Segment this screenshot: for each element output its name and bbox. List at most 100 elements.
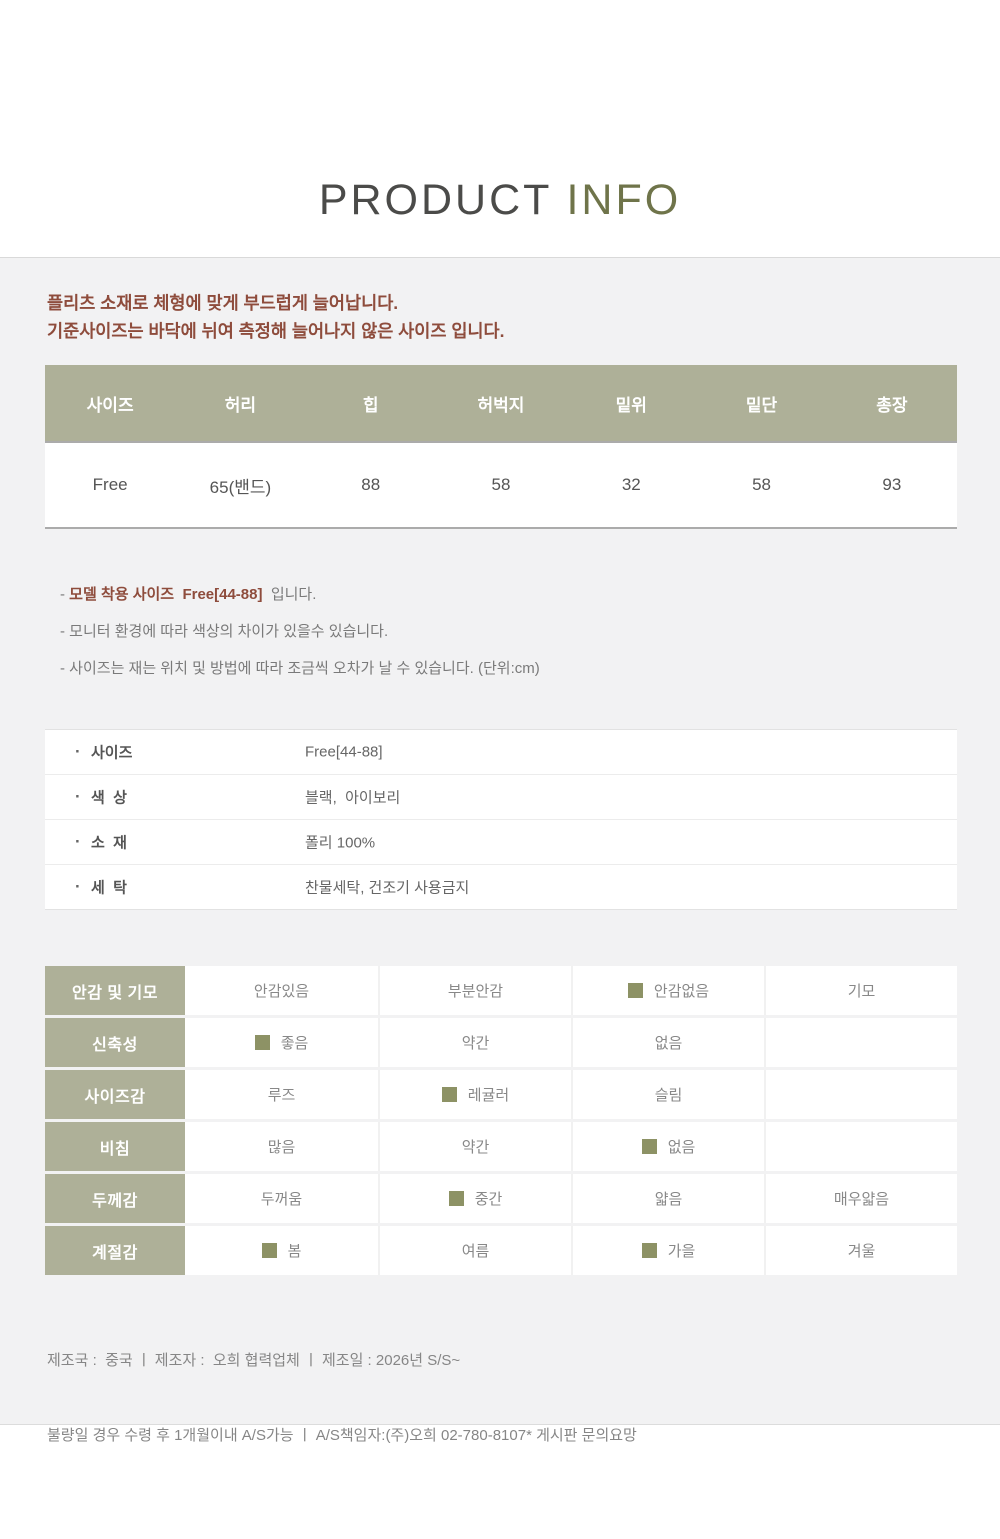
feature-option-label: 매우얇음: [833, 1191, 890, 1208]
feature-row-season: 계절감 봄 여름 가을 겨울: [45, 1226, 957, 1275]
feature-option: 봄: [185, 1226, 378, 1275]
info-panel: 플리츠 소재로 체형에 맞게 부드럽게 늘어납니다. 기준사이즈는 바닥에 뉘여…: [0, 257, 1000, 1444]
feature-option-label: 얇음: [654, 1191, 683, 1208]
page-title-product: PRODUCT: [318, 176, 553, 224]
selected-marker-icon: [448, 1191, 464, 1206]
bullet-icon: ·: [75, 742, 81, 761]
feature-option: 여름: [378, 1226, 571, 1275]
bullet-icon: ·: [75, 832, 81, 851]
detail-row-color: · 색 상 블랙, 아이보리: [45, 775, 957, 820]
size-value-waist: 65(밴드): [209, 477, 272, 497]
note-model-size-tail: 입니다.: [262, 586, 317, 603]
feature-option: 매우얇음: [764, 1174, 957, 1223]
size-header-length: 총장: [876, 395, 908, 415]
manufacturer-info: 제조국 : 중국 ㅣ 제조자 : 오희 협력업체 ㅣ 제조일 : 2026년 S…: [47, 1298, 637, 1498]
detail-label-color: 색 상: [91, 789, 127, 807]
feature-option: 중간: [378, 1174, 571, 1223]
size-table-header: 사이즈 허리 힙 허벅지 밑위 밑단 총장: [45, 365, 957, 443]
feature-option: 슬림: [571, 1070, 764, 1119]
feature-option-label: 기모: [847, 983, 876, 1000]
feature-option-label: 두꺼움: [260, 1191, 303, 1208]
selected-marker-icon: [641, 1139, 657, 1154]
detail-row-size: · 사이즈 Free[44-88]: [45, 730, 957, 775]
size-table-row: Free 65(밴드) 88 58 32 58 93: [45, 443, 957, 529]
feature-label-thickness: 두께감: [45, 1174, 185, 1223]
feature-row-stretch: 신축성 좋음 약간 없음: [45, 1018, 957, 1067]
feature-option: 많음: [185, 1122, 378, 1171]
feature-row-thickness: 두께감 두꺼움 중간 얇음 매우얇음: [45, 1174, 957, 1223]
feature-option-label: 약간: [461, 1035, 490, 1052]
feature-option: 가을: [571, 1226, 764, 1275]
feature-matrix: 안감 및 기모 안감있음 부분안감 안감없음 기모 신축성 좋음 약간 없음 사…: [45, 966, 957, 1275]
size-value-length: 93: [882, 475, 902, 494]
feature-option-label: 슬림: [654, 1087, 683, 1104]
detail-label-size: 사이즈: [91, 744, 133, 762]
detail-row-wash: · 세 탁 찬물세탁, 건조기 사용금지: [45, 865, 957, 910]
feature-label-sheer: 비침: [45, 1122, 185, 1171]
feature-option: 없음: [571, 1018, 764, 1067]
feature-option: [764, 1122, 957, 1171]
selected-marker-icon: [627, 983, 643, 998]
size-value-hem: 58: [752, 475, 772, 494]
detail-value-size: Free[44-88]: [305, 743, 383, 761]
feature-option-label: 가을: [667, 1243, 696, 1260]
feature-option: [764, 1070, 957, 1119]
size-table: 사이즈 허리 힙 허벅지 밑위 밑단 총장 Free 65(밴드) 88 58 …: [45, 365, 957, 529]
detail-value-color: 블랙, 아이보리: [305, 789, 401, 807]
feature-option-label: 없음: [654, 1035, 683, 1052]
size-header-size: 사이즈: [86, 395, 134, 415]
detail-value-wash: 찬물세탁, 건조기 사용금지: [305, 879, 470, 897]
feature-option-label: 루즈: [267, 1087, 296, 1104]
bullet-icon: ·: [75, 877, 81, 896]
feature-row-sheer: 비침 많음 약간 없음: [45, 1122, 957, 1171]
feature-option-label: 레귤러: [467, 1087, 510, 1104]
feature-label-fit: 사이즈감: [45, 1070, 185, 1119]
feature-option-label: 약간: [461, 1139, 490, 1156]
feature-option: 얇음: [571, 1174, 764, 1223]
feature-option: 루즈: [185, 1070, 378, 1119]
feature-option-label: 겨울: [847, 1243, 876, 1260]
feature-option-label: 좋음: [280, 1035, 309, 1052]
page-title: PRODUCT INFO: [0, 176, 1000, 225]
feature-option: 기모: [764, 966, 957, 1015]
feature-option: 안감있음: [185, 966, 378, 1015]
note-model-size-highlight: 모델 착용 사이즈 Free[44-88]: [69, 586, 263, 603]
size-value-size: Free: [92, 475, 128, 494]
feature-label-lining: 안감 및 기모: [45, 966, 185, 1015]
detail-value-material: 폴리 100%: [305, 834, 376, 852]
page-title-info: INFO: [566, 176, 682, 224]
feature-row-lining: 안감 및 기모 안감있음 부분안감 안감없음 기모: [45, 966, 957, 1015]
feature-option: [764, 1018, 957, 1067]
details-table: · 사이즈 Free[44-88] · 색 상 블랙, 아이보리 · 소 재 폴…: [45, 729, 957, 910]
feature-option-label: 안감있음: [253, 983, 310, 1000]
selected-marker-icon: [641, 1243, 657, 1258]
feature-label-season: 계절감: [45, 1226, 185, 1275]
note-dash: -: [60, 586, 70, 603]
feature-row-fit: 사이즈감 루즈 레귤러 슬림: [45, 1070, 957, 1119]
detail-label-material: 소 재: [91, 834, 127, 852]
feature-option: 두꺼움: [185, 1174, 378, 1223]
size-value-thigh: 58: [491, 475, 511, 494]
intro-text: 플리츠 소재로 체형에 맞게 부드럽게 늘어납니다. 기준사이즈는 바닥에 뉘여…: [47, 289, 505, 345]
detail-label-wash: 세 탁: [91, 879, 127, 897]
note-measure: - 사이즈는 재는 위치 및 방법에 따라 조금씩 오차가 날 수 있습니다. …: [60, 660, 540, 677]
feature-label-stretch: 신축성: [45, 1018, 185, 1067]
intro-line-1: 플리츠 소재로 체형에 맞게 부드럽게 늘어납니다.: [47, 293, 399, 313]
feature-option: 부분안감: [378, 966, 571, 1015]
feature-option: 겨울: [764, 1226, 957, 1275]
feature-option: 약간: [378, 1122, 571, 1171]
notes-list: - 모델 착용 사이즈 Free[44-88] 입니다. - 모니터 환경에 따…: [60, 585, 540, 696]
detail-row-material: · 소 재 폴리 100%: [45, 820, 957, 865]
size-value-hip: 88: [361, 475, 381, 494]
feature-option-label: 부분안감: [447, 983, 504, 1000]
feature-option: 없음: [571, 1122, 764, 1171]
selected-marker-icon: [254, 1035, 270, 1050]
selected-marker-icon: [261, 1243, 277, 1258]
intro-line-2: 기준사이즈는 바닥에 뉘여 측정해 늘어나지 않은 사이즈 입니다.: [47, 321, 505, 341]
note-model-size: - 모델 착용 사이즈 Free[44-88] 입니다.: [60, 585, 540, 605]
feature-option-label: 여름: [461, 1243, 490, 1260]
size-header-thigh: 허벅지: [477, 395, 525, 415]
selected-marker-icon: [441, 1087, 457, 1102]
feature-option: 안감없음: [571, 966, 764, 1015]
